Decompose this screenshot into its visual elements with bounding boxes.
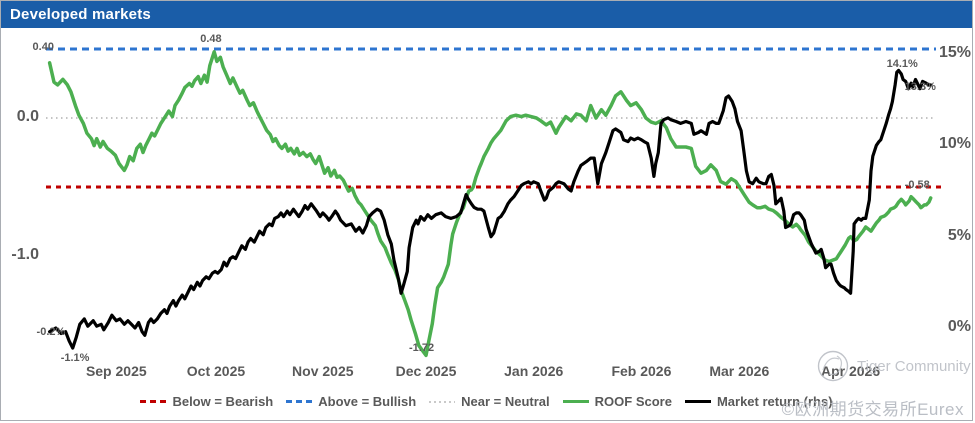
legend-item: Near = Neutral bbox=[429, 394, 550, 409]
data-point-label: -1.1% bbox=[60, 352, 90, 365]
legend-label: Market return (rhs) bbox=[716, 394, 833, 409]
roof-score-line bbox=[47, 50, 933, 358]
x-axis-month-label: Nov 2025 bbox=[292, 363, 354, 379]
legend-label: Above = Bullish bbox=[318, 394, 417, 409]
x-axis-month-label: Dec 2025 bbox=[395, 363, 457, 379]
data-point-label: 0.48 bbox=[200, 32, 222, 45]
right-axis-tick: 5% bbox=[947, 226, 971, 244]
legend-label: ROOF Score bbox=[594, 394, 672, 409]
legend-label: Below = Bearish bbox=[172, 394, 274, 409]
legend-swatch-solid bbox=[684, 400, 711, 403]
legend-swatch-dashed bbox=[140, 400, 167, 403]
right-axis-tick: 0% bbox=[947, 318, 971, 335]
plot-svg bbox=[46, 47, 941, 358]
legend-swatch-dashed bbox=[286, 400, 313, 403]
legend-swatch-solid bbox=[562, 400, 589, 403]
legend-label: Near = Neutral bbox=[461, 394, 550, 409]
right-axis-tick: 10% bbox=[938, 135, 971, 153]
chart-legend: Below = Bearish Above = Bullish Near = Neu… bbox=[1, 394, 972, 409]
plot-area: 0.0 -1.0 15% 10% 5% 0% Sep 2025 Oct 2025 Nov 202… bbox=[1, 28, 972, 420]
market-return-line bbox=[47, 68, 933, 350]
x-axis-month-label: Mar 2026 bbox=[709, 363, 770, 379]
legend-item: Below = Bearish bbox=[140, 394, 273, 409]
right-axis-tick: 15% bbox=[938, 43, 971, 61]
data-point-label: 14.1% bbox=[886, 58, 918, 71]
data-point-label: -0.58 bbox=[904, 179, 930, 192]
x-axis-month-label: Sep 2025 bbox=[85, 363, 147, 379]
chart-title: Developed markets bbox=[1, 1, 972, 28]
data-point-label: -1.72 bbox=[409, 342, 435, 355]
legend-item: ROOF Score bbox=[562, 394, 672, 409]
x-axis-month-label: Jan 2026 bbox=[504, 363, 564, 379]
legend-item: Market return (rhs) bbox=[684, 394, 833, 409]
x-axis-month-label: Oct 2025 bbox=[186, 363, 246, 379]
left-axis-tick: -1.0 bbox=[11, 246, 39, 263]
legend-swatch-dotted bbox=[429, 400, 456, 403]
left-axis-tick: 0.0 bbox=[16, 108, 39, 125]
legend-item: Above = Bullish bbox=[286, 394, 416, 409]
x-axis-month-label: Feb 2026 bbox=[611, 363, 672, 379]
data-point-label: -0.2% bbox=[36, 325, 66, 338]
data-point-label: 13.3% bbox=[904, 81, 936, 93]
x-axis-month-label: Apr 2026 bbox=[820, 363, 881, 379]
data-point-label: 0.40 bbox=[32, 40, 54, 53]
